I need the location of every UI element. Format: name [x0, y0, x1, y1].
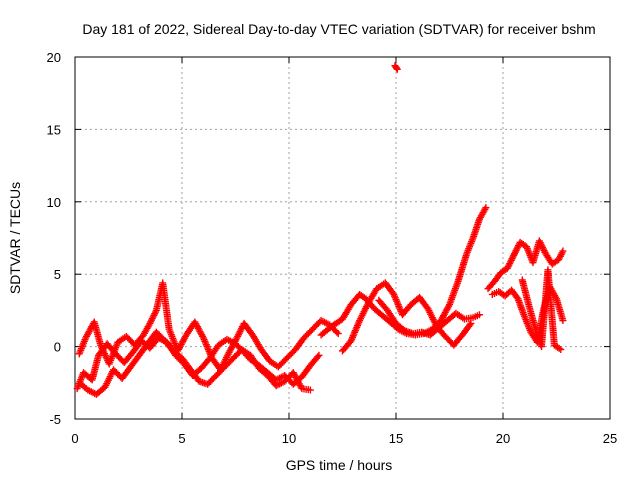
data-point: [536, 239, 544, 247]
data-point: [539, 243, 547, 251]
data-point: [315, 351, 323, 359]
data-point: [199, 332, 207, 340]
data-point: [393, 64, 401, 72]
data-point: [538, 242, 546, 250]
data-point: [506, 260, 514, 268]
data-point: [508, 255, 516, 263]
y-axis-label: SDTVAR / TECUs: [7, 182, 23, 294]
data-point: [509, 253, 517, 261]
data-point: [150, 311, 158, 319]
chart-title: Day 181 of 2022, Sidereal Day-to-day VTE…: [82, 21, 595, 37]
x-tick-label: 25: [603, 431, 617, 446]
series-track-a: [75, 279, 342, 374]
data-point: [149, 313, 157, 321]
data-point: [475, 311, 483, 319]
data-point: [333, 328, 341, 336]
data-point: [511, 248, 519, 256]
series-track-f: [375, 296, 483, 339]
data-point: [505, 261, 513, 269]
y-tick-label: 15: [47, 122, 61, 137]
data-point: [334, 330, 342, 338]
plot-frame: [74, 56, 611, 420]
data-point: [540, 247, 548, 255]
data-point: [148, 315, 156, 323]
grid: [75, 57, 610, 419]
data-point: [537, 240, 545, 248]
data-point: [236, 328, 244, 336]
data-point: [510, 251, 518, 259]
x-tick-label: 15: [389, 431, 403, 446]
series-track-g: [484, 237, 567, 293]
x-tick-label: 10: [282, 431, 296, 446]
data-point: [557, 345, 565, 353]
data-point: [539, 245, 547, 253]
data-point: [314, 353, 322, 361]
series-track-i: [518, 266, 565, 353]
data-point: [234, 331, 242, 339]
data-point: [393, 65, 401, 73]
x-axis-label: GPS time / hours: [286, 457, 393, 473]
data-point: [555, 344, 563, 352]
data-point: [234, 332, 242, 340]
series-outlier: [391, 62, 401, 73]
data-point: [507, 256, 515, 264]
data-point: [513, 245, 521, 253]
y-tick-label: 0: [54, 340, 61, 355]
data-point: [504, 263, 512, 271]
series-track-c: [77, 328, 314, 398]
x-tick-label: 20: [496, 431, 510, 446]
data-point: [506, 258, 514, 266]
data-point: [511, 250, 519, 258]
data-point: [237, 326, 245, 334]
data-points: [73, 62, 567, 398]
data-point: [482, 204, 490, 212]
data-point: [152, 308, 160, 316]
x-tick-label: 0: [71, 431, 78, 446]
data-point: [148, 316, 156, 324]
data-point: [147, 318, 155, 326]
data-point: [235, 329, 243, 337]
data-point: [466, 321, 474, 329]
data-point: [445, 302, 453, 310]
y-tick-label: 10: [47, 195, 61, 210]
data-point: [503, 264, 511, 272]
y-tick-label: -5: [49, 412, 61, 427]
y-tick-label: 20: [47, 50, 61, 65]
x-tick-label: 5: [178, 431, 185, 446]
y-tick-label: 5: [54, 267, 61, 282]
data-point: [535, 237, 543, 245]
series-track-e: [339, 279, 475, 355]
data-point: [514, 243, 522, 251]
data-point: [559, 247, 567, 255]
data-point: [512, 246, 520, 254]
data-point: [559, 317, 567, 325]
data-point: [306, 386, 314, 394]
series-track-h: [488, 283, 567, 346]
data-point: [146, 319, 154, 327]
axis-ticks: 0 5 10 15 20 25 -5 0 5 10 15 20: [47, 50, 618, 446]
data-point: [151, 310, 159, 318]
